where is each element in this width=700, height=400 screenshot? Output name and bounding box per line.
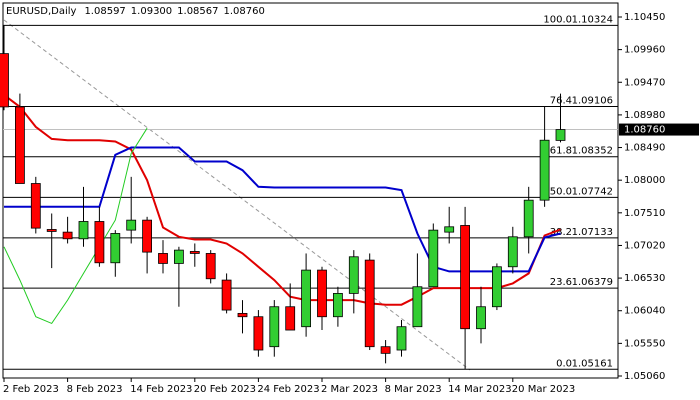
candle-body (205, 253, 216, 280)
candle-body (78, 221, 89, 240)
y-tick-label: 1.06040 (624, 306, 665, 317)
x-tick-label: 14 Mar 2023 (448, 384, 511, 395)
candle-body (0, 53, 9, 108)
y-tick-label: 1.09960 (624, 45, 665, 56)
candle-body (428, 229, 439, 288)
candle-body (491, 266, 502, 308)
y-tick-label: 1.05550 (624, 338, 665, 349)
candle-body (332, 293, 343, 318)
x-tick-label: 24 Feb 2023 (257, 384, 319, 395)
y-tick-label: 1.07020 (624, 240, 665, 251)
fib-level: 38.2 (550, 227, 572, 238)
candle-body (94, 221, 105, 264)
y-tick-label: 1.06530 (624, 273, 665, 284)
candle-body (412, 286, 423, 328)
fib-price: 1.10324 (572, 14, 613, 25)
candle-body (476, 306, 486, 330)
fib-price: 1.08352 (572, 146, 613, 157)
header-close: 1.08760 (224, 6, 265, 17)
candle-body (30, 183, 41, 229)
candle-body (380, 346, 391, 354)
header-high: 1.09300 (131, 6, 172, 17)
candle-body (253, 316, 264, 351)
candle-body (221, 279, 232, 311)
candle-body (460, 225, 471, 330)
candle-body (317, 269, 327, 318)
fib-level: 100.0 (543, 14, 572, 25)
x-tick-label: 2 Mar 2023 (321, 384, 378, 395)
candle-body (523, 199, 534, 238)
candle-body (158, 253, 168, 264)
x-tick-label: 20 Feb 2023 (194, 384, 256, 395)
candle-body (237, 312, 248, 318)
candle-body (269, 306, 280, 348)
y-tick-label: 1.08490 (624, 143, 665, 154)
x-tick-label: 8 Mar 2023 (385, 384, 442, 395)
x-tick-label: 14 Feb 2023 (130, 384, 192, 395)
candle-body (301, 269, 312, 328)
candle-body (14, 106, 25, 184)
x-tick-label: 20 Mar 2023 (512, 384, 575, 395)
fib-price: 1.09106 (572, 96, 613, 107)
indicator-line (3, 127, 148, 325)
fib-price: 1.06379 (572, 277, 613, 288)
y-tick-label: 1.07510 (624, 208, 665, 219)
price-tag-label: 1.08760 (624, 125, 665, 136)
candle-body (444, 226, 455, 233)
candle-body (539, 139, 550, 201)
candle-body (507, 236, 518, 268)
fib-level: 61.8 (550, 146, 572, 157)
fib-price: 1.05161 (572, 358, 613, 369)
candle-body (62, 231, 73, 240)
candle-body (555, 129, 566, 141)
y-tick-label: 1.10450 (624, 12, 665, 23)
candle-body (46, 229, 57, 232)
y-tick-label: 1.05060 (624, 371, 665, 382)
x-tick-label: 8 Feb 2023 (67, 384, 123, 395)
candle-body (285, 306, 296, 331)
candle-body (348, 256, 359, 294)
header-low: 1.08567 (177, 6, 218, 17)
y-tick-label: 1.08000 (624, 175, 665, 186)
candle-body (364, 259, 375, 348)
candle-body (396, 326, 407, 351)
y-tick-label: 1.09470 (624, 77, 665, 88)
x-tick-label: 2 Feb 2023 (3, 384, 59, 395)
candle-body (110, 233, 121, 264)
trend-line (3, 19, 471, 371)
header-open: 1.08597 (84, 6, 125, 17)
candle-body (189, 251, 200, 254)
candle-body (173, 249, 184, 264)
candle-body (126, 219, 137, 231)
candle-body (142, 219, 153, 253)
fib-level: 23.6 (550, 277, 572, 288)
chart-header: EURUSD,Daily 1.08597 1.09300 1.08567 1.08760 (6, 6, 265, 17)
fib-price: 1.07742 (572, 186, 613, 197)
price-tag (619, 123, 699, 136)
fib-level: 0.0 (556, 358, 572, 369)
fib-level: 50.0 (550, 186, 572, 197)
fib-price: 1.07133 (572, 227, 613, 238)
y-tick-label: 1.08980 (624, 110, 665, 121)
chart-title: EURUSD,Daily (6, 6, 77, 17)
